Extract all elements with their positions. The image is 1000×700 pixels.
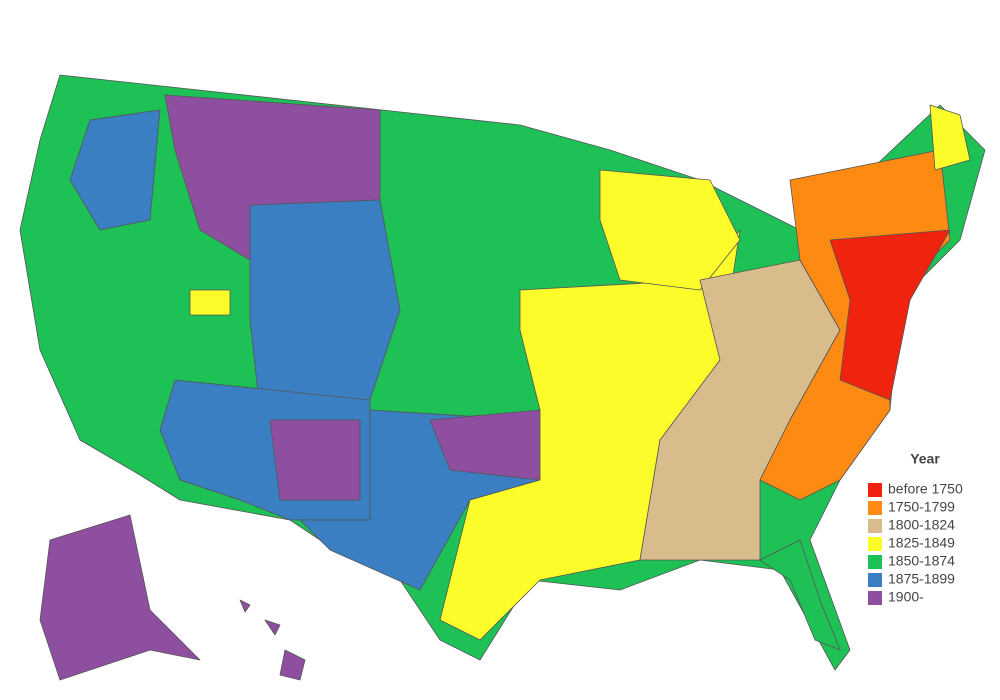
legend-swatch (868, 591, 882, 605)
map-region (279, 649, 306, 681)
map-region (264, 619, 281, 636)
legend-swatch (868, 483, 882, 497)
map-region (829, 229, 951, 401)
legend-label: 1825-1849 (888, 535, 955, 551)
legend-swatch (868, 573, 882, 587)
map-regions (19, 74, 986, 681)
legend-title: Year (910, 451, 940, 467)
map-region (269, 419, 361, 501)
legend-swatch (868, 501, 882, 515)
legend-label: 1875-1899 (888, 571, 955, 587)
legend-swatch (868, 519, 882, 533)
legend-label: 1750-1799 (888, 499, 955, 515)
legend-label: 1850-1874 (888, 553, 955, 569)
map-region (929, 104, 971, 171)
legend-swatch (868, 537, 882, 551)
legend-label: before 1750 (888, 481, 963, 497)
map-region (239, 599, 251, 613)
map-region (69, 109, 161, 231)
legend-label: 1800-1824 (888, 517, 955, 533)
map-region (249, 199, 401, 411)
map-region (189, 289, 231, 316)
map-region (759, 539, 841, 651)
legend-swatch (868, 555, 882, 569)
map-region (599, 169, 741, 291)
legend: Year before 1750 1750-1799 1800-1824 1825-1… (868, 451, 963, 605)
map-region (39, 514, 201, 681)
legend-label: 1900- (888, 589, 924, 605)
map-region (439, 229, 741, 641)
